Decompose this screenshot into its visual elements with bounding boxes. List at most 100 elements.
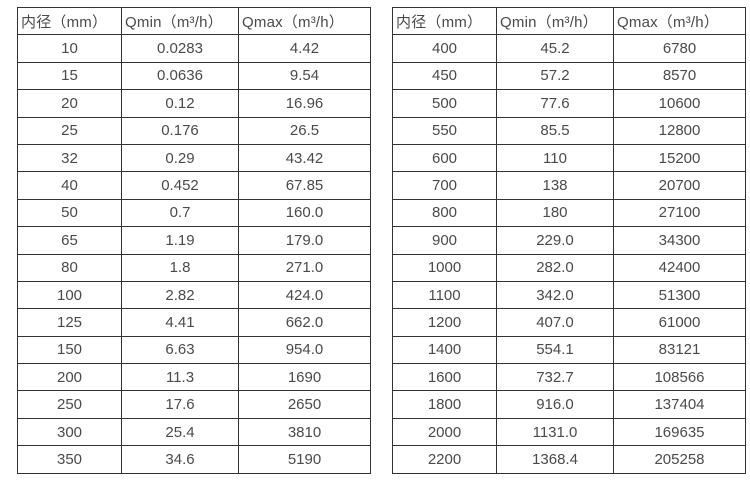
table-cell: 0.0636 <box>121 61 239 91</box>
table-row: 32 0.29 43.42 <box>17 143 371 173</box>
table-cell: 45.2 <box>496 34 614 63</box>
table-cell: 282.0 <box>496 253 614 282</box>
table-cell: 1100 <box>392 280 497 310</box>
table-row: 500 77.6 10600 <box>392 89 746 118</box>
table-cell: 1.8 <box>121 253 239 282</box>
table-row: 1200 407.0 61000 <box>392 308 746 337</box>
table-cell: 169635 <box>613 417 746 447</box>
table-cell: 0.12 <box>121 89 239 118</box>
table-cell: 4.41 <box>121 308 239 337</box>
table-cell: 200 <box>17 363 122 392</box>
table-row: 900 229.0 34300 <box>392 226 746 255</box>
table-cell: 700 <box>392 171 497 200</box>
table-row: 450 57.2 8570 <box>392 61 746 91</box>
table-cell: 954.0 <box>238 335 371 365</box>
column-header: Qmin（m³/h） <box>121 6 239 36</box>
table-row: 1100 342.0 51300 <box>392 280 746 310</box>
table-cell: 12800 <box>613 116 746 145</box>
table-row: 200 11.3 1690 <box>17 363 371 392</box>
flow-rate-table-large-diameters: 内径（mm） Qmin（m³/h） Qmax（m³/h） 400 45.2 6780 450… <box>392 6 746 474</box>
table-cell: 6780 <box>613 34 746 63</box>
table-cell: 15 <box>17 61 122 91</box>
table-cell: 1690 <box>238 363 371 392</box>
table-cell: 32 <box>17 143 122 173</box>
table-cell: 150 <box>17 335 122 365</box>
header-row: 内径（mm） Qmin（m³/h） Qmax（m³/h） <box>392 6 746 36</box>
table-cell: 1131.0 <box>496 417 614 447</box>
table-row: 1600 732.7 108566 <box>392 363 746 392</box>
table-cell: 43.42 <box>238 143 371 173</box>
table-cell: 179.0 <box>238 226 371 255</box>
column-header: Qmin（m³/h） <box>496 6 614 36</box>
table-row: 2200 1368.4 205258 <box>392 445 746 474</box>
table-cell: 1400 <box>392 335 497 365</box>
table-cell: 110 <box>496 143 614 173</box>
table-row: 550 85.5 12800 <box>392 116 746 145</box>
table-cell: 61000 <box>613 308 746 337</box>
table-cell: 25 <box>17 116 122 145</box>
column-header: 内径（mm） <box>17 6 122 36</box>
table-cell: 600 <box>392 143 497 173</box>
table-cell: 180 <box>496 198 614 228</box>
table-cell: 0.7 <box>121 198 239 228</box>
table-cell: 85.5 <box>496 116 614 145</box>
table-row: 50 0.7 160.0 <box>17 198 371 228</box>
table-cell: 1800 <box>392 390 497 419</box>
table-cell: 6.63 <box>121 335 239 365</box>
table-cell: 350 <box>17 445 122 474</box>
table-row: 10 0.0283 4.42 <box>17 34 371 63</box>
table-cell: 34300 <box>613 226 746 255</box>
table-cell: 8570 <box>613 61 746 91</box>
table-cell: 160.0 <box>238 198 371 228</box>
table-row: 800 180 27100 <box>392 198 746 228</box>
column-header: 内径（mm） <box>392 6 497 36</box>
table-row: 1400 554.1 83121 <box>392 335 746 365</box>
table-row: 1000 282.0 42400 <box>392 253 746 282</box>
table-cell: 0.176 <box>121 116 239 145</box>
table-row: 80 1.8 271.0 <box>17 253 371 282</box>
table-cell: 10600 <box>613 89 746 118</box>
column-header: Qmax（m³/h） <box>613 6 746 36</box>
table-cell: 108566 <box>613 363 746 392</box>
table-cell: 50 <box>17 198 122 228</box>
table-cell: 1.19 <box>121 226 239 255</box>
table-cell: 65 <box>17 226 122 255</box>
table-cell: 732.7 <box>496 363 614 392</box>
table-cell: 1000 <box>392 253 497 282</box>
table-cell: 67.85 <box>238 171 371 200</box>
table-cell: 27100 <box>613 198 746 228</box>
table-cell: 662.0 <box>238 308 371 337</box>
table-row: 20 0.12 16.96 <box>17 89 371 118</box>
table-cell: 40 <box>17 171 122 200</box>
table-cell: 3810 <box>238 417 371 447</box>
table-cell: 17.6 <box>121 390 239 419</box>
table-cell: 1368.4 <box>496 445 614 474</box>
table-cell: 1600 <box>392 363 497 392</box>
table-cell: 250 <box>17 390 122 419</box>
table-cell: 0.0283 <box>121 34 239 63</box>
table-cell: 34.6 <box>121 445 239 474</box>
table-cell: 51300 <box>613 280 746 310</box>
table-cell: 4.42 <box>238 34 371 63</box>
table-row: 250 17.6 2650 <box>17 390 371 419</box>
table-row: 125 4.41 662.0 <box>17 308 371 337</box>
table-cell: 0.452 <box>121 171 239 200</box>
table-cell: 42400 <box>613 253 746 282</box>
table-row: 25 0.176 26.5 <box>17 116 371 145</box>
table-cell: 2200 <box>392 445 497 474</box>
table-cell: 342.0 <box>496 280 614 310</box>
table-row: 400 45.2 6780 <box>392 34 746 63</box>
table-cell: 407.0 <box>496 308 614 337</box>
table-cell: 125 <box>17 308 122 337</box>
table-row: 65 1.19 179.0 <box>17 226 371 255</box>
table-row: 350 34.6 5190 <box>17 445 371 474</box>
table-cell: 916.0 <box>496 390 614 419</box>
table-cell: 77.6 <box>496 89 614 118</box>
table-cell: 83121 <box>613 335 746 365</box>
table-row: 300 25.4 3810 <box>17 417 371 447</box>
column-header: Qmax（m³/h） <box>238 6 371 36</box>
table-cell: 100 <box>17 280 122 310</box>
table-cell: 800 <box>392 198 497 228</box>
table-cell: 9.54 <box>238 61 371 91</box>
